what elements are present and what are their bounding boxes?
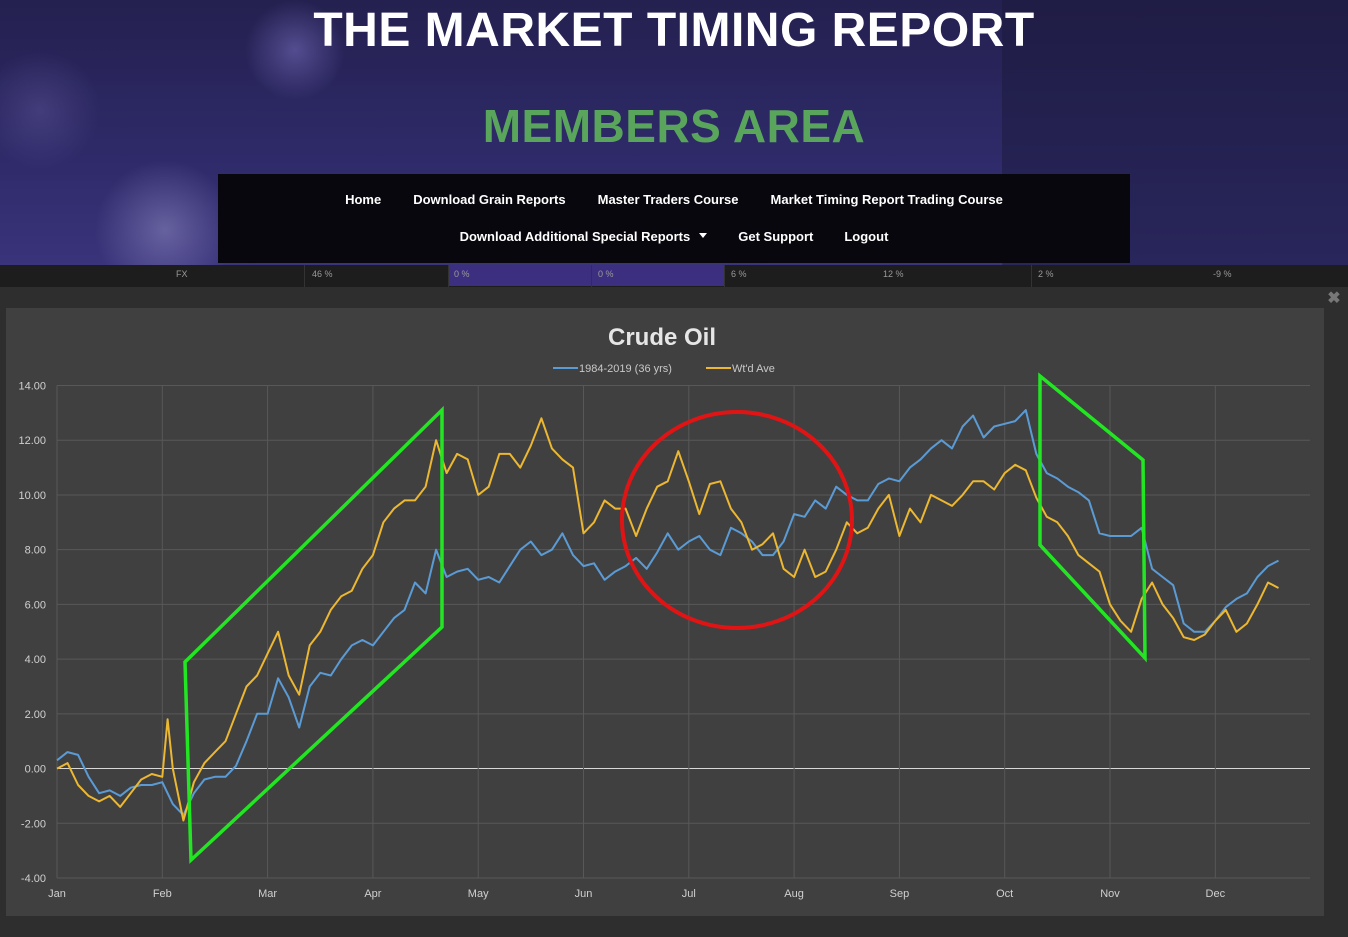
nav-special-reports-label: Download Additional Special Reports — [459, 229, 691, 244]
strip-cell: 6 % — [731, 269, 747, 279]
nav-logout-link[interactable]: Logout — [844, 229, 889, 244]
site-title: THE MARKET TIMING REPORT — [313, 4, 1035, 57]
nav-row-secondary: Download Additional Special Reports Get … — [218, 229, 1130, 244]
strip-cell: 46 % — [312, 269, 333, 279]
strip-divider — [1031, 265, 1032, 287]
strip-divider — [448, 265, 449, 287]
strip-cell: 2 % — [1038, 269, 1054, 279]
strip-divider — [724, 265, 725, 287]
strip-cell: -9 % — [1213, 269, 1232, 279]
strip-cell: 0 % — [598, 269, 614, 279]
main-navigation: Home Download Grain Reports Master Trade… — [218, 174, 1130, 263]
nav-special-reports-dropdown[interactable]: Download Additional Special Reports — [460, 229, 708, 244]
strip-cell: FX — [176, 269, 188, 279]
strip-divider — [591, 265, 592, 287]
close-icon[interactable]: ✖ — [1327, 290, 1341, 307]
nav-home-link[interactable]: Home — [345, 192, 382, 207]
nav-download-grain-reports-link[interactable]: Download Grain Reports — [413, 192, 566, 207]
nav-market-timing-course-link[interactable]: Market Timing Report Trading Course — [770, 192, 1003, 207]
strip-cell: 12 % — [883, 269, 904, 279]
strip-divider — [304, 265, 305, 287]
chart-plot-area — [6, 308, 1324, 916]
nav-get-support-link[interactable]: Get Support — [738, 229, 814, 244]
strip-highlight — [449, 265, 724, 286]
nav-master-traders-course-link[interactable]: Master Traders Course — [597, 192, 739, 207]
strip-cell: 0 % — [454, 269, 470, 279]
background-table-strip: FX 46 % 0 % 0 % 6 % 12 % 2 % -9 % — [0, 265, 1348, 287]
chevron-down-icon — [699, 233, 708, 239]
members-area-title: MEMBERS AREA — [482, 100, 866, 152]
nav-row-primary: Home Download Grain Reports Master Trade… — [218, 192, 1130, 207]
